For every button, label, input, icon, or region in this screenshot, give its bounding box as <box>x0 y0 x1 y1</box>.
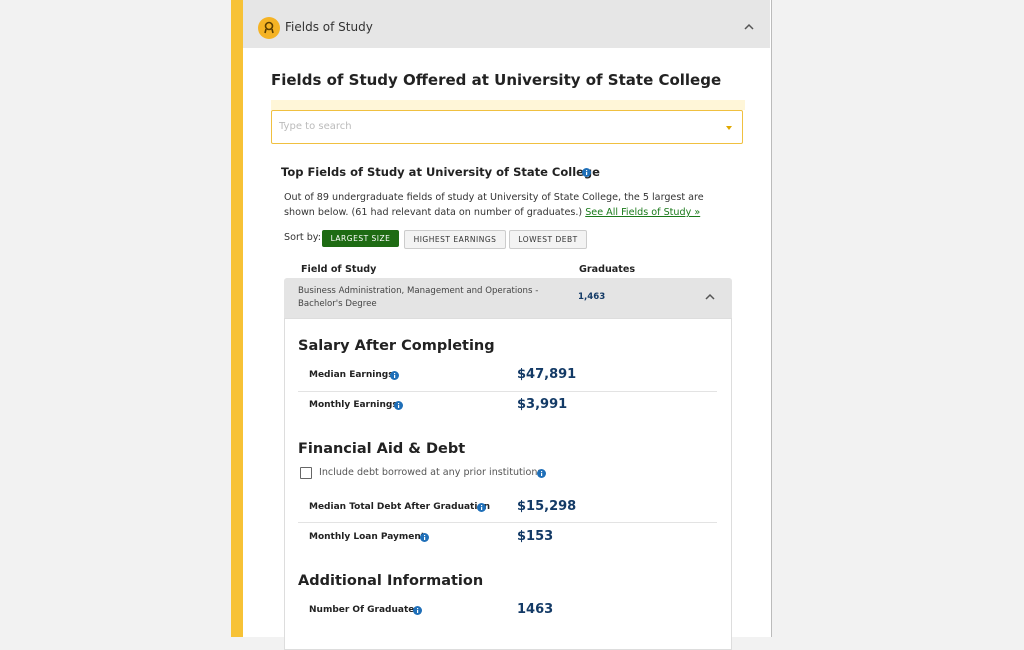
column-header: Graduates <box>579 264 636 275</box>
row-collapse-icon[interactable] <box>705 293 715 301</box>
header-icon <box>258 17 280 39</box>
collapse-icon[interactable] <box>744 23 754 31</box>
metric-label: Median Total Debt After Graduation <box>309 502 491 512</box>
checkbox-label: Include debt borrowed at any prior insti… <box>319 467 543 478</box>
info-icon[interactable] <box>390 371 399 380</box>
checkbox[interactable] <box>300 467 312 479</box>
search-placeholder: Type to search <box>279 121 352 132</box>
graduates: 1,463 <box>578 292 606 302</box>
metric-label: Monthly Earnings <box>309 400 398 410</box>
separator <box>298 391 717 392</box>
info-icon[interactable] <box>537 469 546 478</box>
page-title: Fields of Study Offered at University of… <box>271 71 722 89</box>
info-icon[interactable] <box>394 401 403 410</box>
details-heading: Financial Aid & Debt <box>298 441 466 457</box>
metric-label: Median Earnings <box>309 370 394 380</box>
info-icon[interactable] <box>413 606 422 615</box>
metric-value: $153 <box>517 529 554 544</box>
sort-button[interactable]: LOWEST DEBT <box>509 230 587 249</box>
details-heading: Additional Information <box>298 573 484 589</box>
info-icon[interactable] <box>420 533 429 542</box>
metric-value: $3,991 <box>517 397 568 412</box>
info-icon[interactable] <box>477 503 486 512</box>
see-all-link[interactable]: See All Fields of Study » <box>585 207 701 218</box>
details-panel <box>284 318 732 650</box>
description: Out of 89 undergraduate fields of study … <box>284 190 724 220</box>
metric-label: Number Of Graduates <box>309 605 420 615</box>
info-icon[interactable] <box>582 168 591 177</box>
metric-value: $47,891 <box>517 367 577 382</box>
section-title: Top Fields of Study at University of Sta… <box>281 165 600 179</box>
header-title: Fields of Study <box>285 20 373 34</box>
sort-button[interactable]: HIGHEST EARNINGS <box>404 230 506 249</box>
separator <box>298 522 717 523</box>
sort-label: Sort by: <box>284 232 322 243</box>
column-header: Field of Study <box>301 264 377 275</box>
search-highlight <box>271 100 745 110</box>
description-text: Out of 89 undergraduate fields of study … <box>284 192 704 218</box>
dropdown-arrow <box>726 126 732 130</box>
sort-button[interactable]: LARGEST SIZE <box>322 230 399 247</box>
field-name: Business Administration, Management and … <box>298 286 539 309</box>
metric-label: Monthly Loan Payment <box>309 532 426 542</box>
metric-value: 1463 <box>517 602 554 617</box>
accordion-header[interactable] <box>243 0 770 48</box>
details-heading: Salary After Completing <box>298 338 495 354</box>
metric-value: $15,298 <box>517 499 577 514</box>
table-row[interactable] <box>284 278 732 318</box>
accent-bar <box>231 0 243 637</box>
search-input[interactable] <box>271 110 743 144</box>
